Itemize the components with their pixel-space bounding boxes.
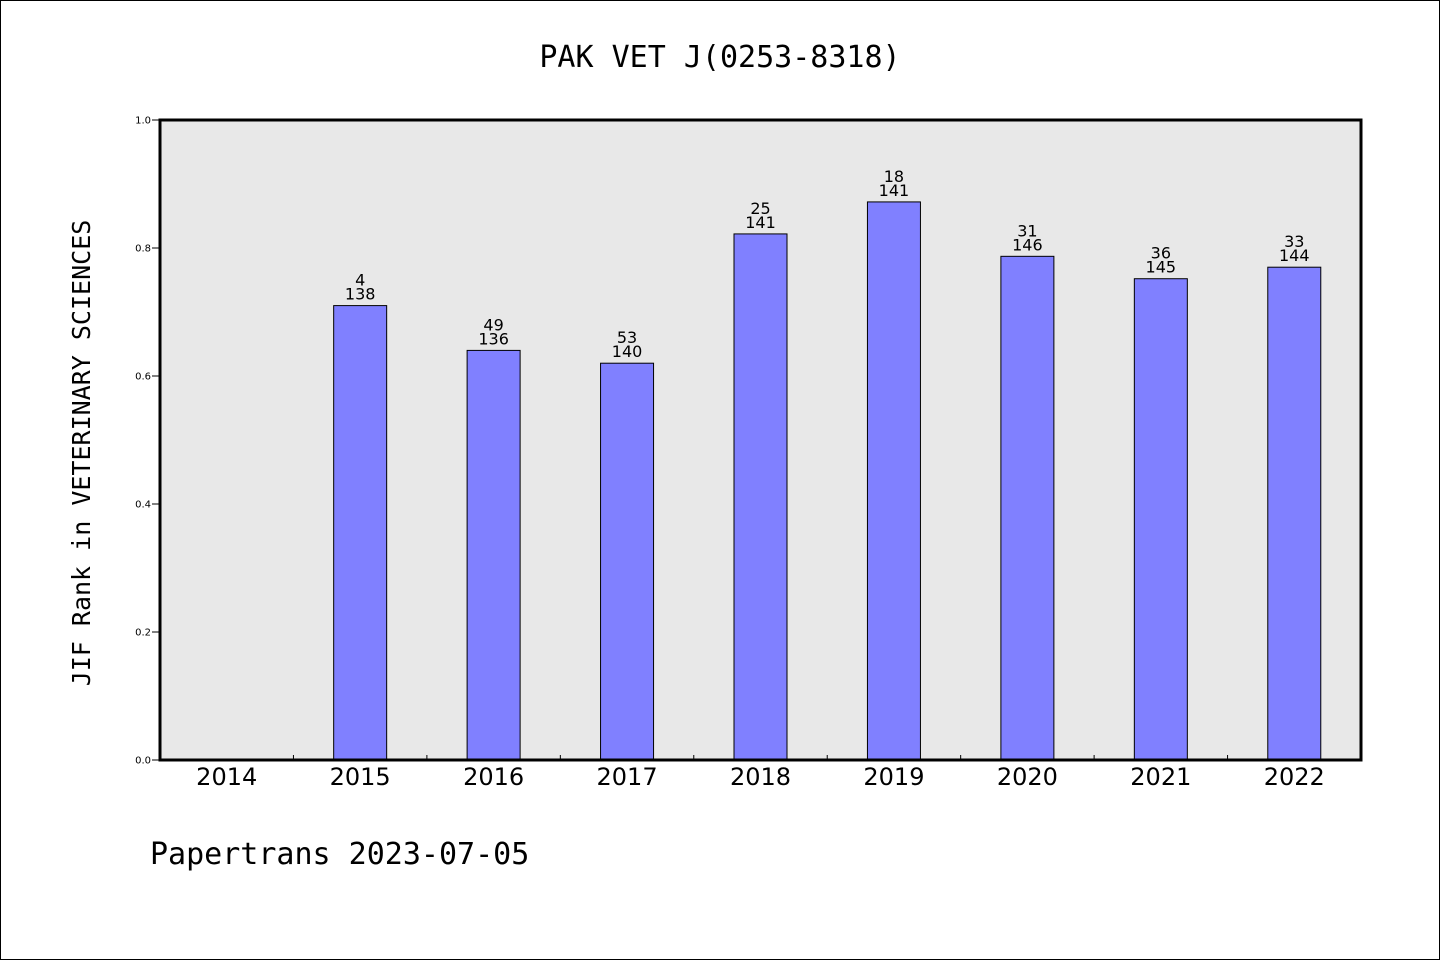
y-tick-label: 0.8 [135,244,151,255]
x-tick-label: 2014 [196,763,257,791]
bar-2018 [733,233,788,761]
x-tick-label: 2016 [463,763,524,791]
bar-rank-label: 36 [1151,244,1171,263]
bar-total-label: 144 [1279,246,1310,265]
x-tick-label: 2022 [1264,763,1325,791]
bar-2015 [333,305,388,761]
bar-total-label: 146 [1012,235,1043,254]
bar-rank-label: 33 [1284,232,1304,251]
bar-rank-label: 18 [884,167,904,186]
bar-rank-label: 4 [355,271,365,290]
x-tick-label: 2019 [863,763,924,791]
bar-total-label: 141 [745,213,776,232]
y-tick-label: 0.6 [135,372,151,383]
bar-2021 [1133,278,1188,761]
bar-total-label: 145 [1146,258,1177,277]
y-tick-label: 1.0 [135,116,151,127]
bar-rank-label: 49 [483,315,503,334]
x-axis-ticks: 2014 2015 2016 2017 2018 2019 2020 2021 2022 [196,755,1325,791]
plot-border [158,118,1363,762]
bar-2022 [1267,266,1322,761]
bar-rank-label: 31 [1017,221,1037,240]
x-tick-label: 2017 [597,763,658,791]
bar-rank-label: 25 [750,199,770,218]
bar-2020 [1000,255,1055,761]
y-tick-label: 0.4 [135,500,151,511]
bar-total-label: 136 [478,329,509,348]
bar-rank-label: 53 [617,328,637,347]
bar-total-label: 138 [345,285,376,304]
y-axis-ticks: 0.0 0.2 0.4 0.6 0.8 1.0 [135,116,160,767]
bar-total-label: 140 [612,342,643,361]
y-tick-label: 0.0 [135,756,151,767]
bar-2016 [466,349,521,761]
x-tick-label: 2020 [997,763,1058,791]
x-tick-label: 2021 [1130,763,1191,791]
y-tick-label: 0.2 [135,628,151,639]
x-tick-label: 2015 [330,763,391,791]
bar-2017 [600,362,655,761]
chart-title: PAK VET J(0253-8318) [539,40,900,75]
y-axis-label: JIF Rank in VETERINARY SCIENCES [67,220,96,687]
bar-total-label: 141 [879,181,910,200]
footer-text: Papertrans 2023-07-05 [150,837,529,872]
bar-2019 [866,201,921,761]
x-tick-label: 2018 [730,763,791,791]
